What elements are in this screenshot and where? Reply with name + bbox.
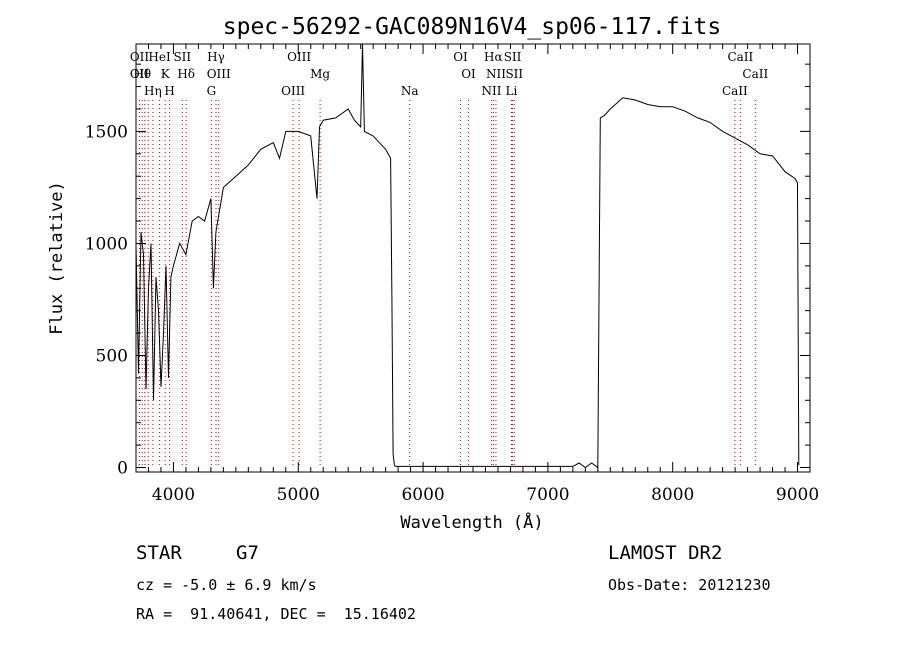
axis-ticks: 4000 5000 6000 7000 8000 9000 0 500 1000 1500 [85, 44, 819, 505]
y-axis-label: Flux (relative) [47, 181, 67, 335]
emission-line-markers [138, 100, 756, 468]
chart-title: spec-56292-GAC089N16V4_sp06-117.fits [223, 14, 722, 40]
coordinates: RA = 91.40641, DEC = 15.16402 [136, 605, 416, 623]
line-label: Na [401, 84, 419, 98]
line-label: OIII [287, 50, 311, 64]
line-label: K [161, 67, 171, 81]
plot-frame [135, 43, 811, 473]
spectrum-series-line [135, 43, 800, 469]
y-tick-label: 1500 [85, 122, 128, 142]
line-label: SII [505, 67, 523, 81]
x-tick-label: 8000 [651, 485, 694, 505]
y-tick-label: 1000 [85, 234, 128, 254]
line-label: Hα [484, 50, 503, 64]
line-label: OIII [281, 84, 305, 98]
redshift-cz: cz = -5.0 ± 6.9 km/s [136, 576, 317, 594]
obs-date: Obs-Date: 20121230 [608, 576, 771, 594]
line-label: OIII [207, 67, 231, 81]
line-label: Mg [310, 67, 330, 81]
line-label: CaII [722, 84, 748, 98]
object-class: STAR [136, 542, 182, 564]
line-label: OII [130, 50, 150, 64]
line-label: SII [173, 50, 191, 64]
line-label: CaII [742, 67, 768, 81]
line-label: Hη [144, 84, 162, 98]
line-label: G [207, 84, 217, 98]
line-label: SII [504, 50, 522, 64]
line-label: NII [486, 67, 506, 81]
survey-name: LAMOST DR2 [608, 542, 723, 564]
x-tick-label: 4000 [152, 485, 195, 505]
line-label: Li [506, 84, 518, 98]
x-tick-label: 5000 [277, 485, 320, 505]
subclass: G7 [236, 542, 259, 564]
x-axis-label: Wavelength (Å) [400, 511, 543, 533]
line-label: Hθ [133, 67, 151, 81]
line-label: OI [453, 50, 468, 64]
line-label: Hγ [207, 50, 225, 64]
line-label: H [164, 84, 174, 98]
x-tick-label: 6000 [401, 485, 444, 505]
y-tick-label: 500 [96, 346, 128, 366]
line-label: CaII [727, 50, 753, 64]
line-label: NII [481, 84, 501, 98]
emission-line-labels: OIIOIIHθHηHeIKHSIIHδGHγOIIIOIIIOIIIMgNaO… [130, 50, 769, 98]
y-tick-label: 0 [117, 459, 128, 479]
line-label: OII [130, 67, 150, 81]
line-label: OI [461, 67, 476, 81]
x-tick-label: 9000 [776, 485, 819, 505]
line-label: HeI [148, 50, 171, 64]
line-label: Hδ [177, 67, 195, 81]
x-tick-label: 7000 [526, 485, 569, 505]
